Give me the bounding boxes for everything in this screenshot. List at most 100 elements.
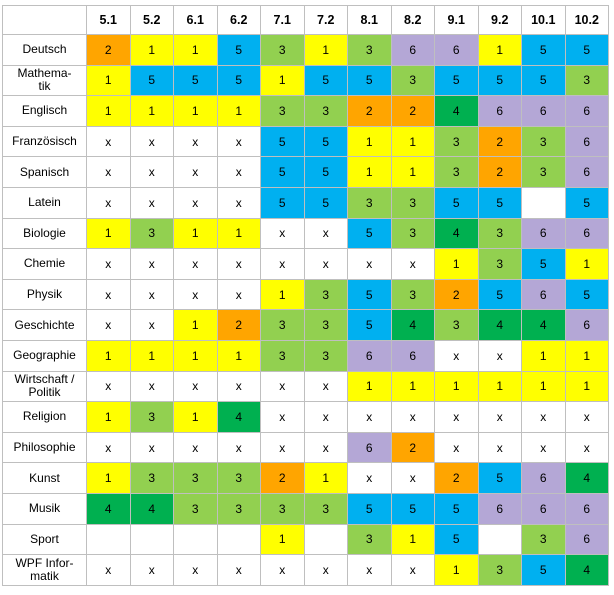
grade-cell: 6	[521, 95, 566, 127]
table-row: Musik 4 4 3 3 3 3 5 5 5 6 6 6	[2, 492, 609, 525]
grade-cell: 1	[86, 95, 131, 127]
grade-cell: x	[564, 401, 609, 433]
grade-cell: 3	[390, 278, 435, 311]
grade-cell: 4	[434, 95, 479, 127]
grade-cell: 1	[434, 370, 479, 403]
grade-cell: 3	[303, 278, 348, 311]
grade-cell: 6	[564, 309, 609, 341]
grade-cell: 1	[390, 156, 435, 188]
grade-cell: 1	[303, 462, 348, 494]
table-row: Philosophie x x x x x x 6 2 x x x x	[2, 431, 609, 464]
grade-cell: 6	[564, 156, 609, 188]
grade-cell: 1	[564, 339, 609, 372]
grade-cell: 1	[129, 34, 174, 66]
grade-cell: 1	[173, 309, 218, 341]
grade-cell: x	[390, 554, 435, 586]
grade-cell: x	[86, 156, 131, 188]
grade-cell: 3	[129, 401, 174, 433]
grade-cell: 3	[129, 462, 174, 494]
grade-cell: 5	[216, 34, 261, 66]
grade-cell	[216, 523, 261, 556]
grade-cell: 1	[477, 370, 522, 403]
grade-cell: 5	[521, 248, 566, 280]
column-header: 9.1	[434, 5, 479, 35]
grade-cell: 5	[564, 34, 609, 66]
grade-cell: 2	[390, 431, 435, 464]
grade-cell: x	[129, 186, 174, 219]
subject-label: Sport	[2, 523, 87, 556]
column-header: 7.2	[303, 5, 348, 35]
grade-cell: x	[129, 309, 174, 341]
grade-cell: 5	[434, 186, 479, 219]
grade-cell: x	[173, 186, 218, 219]
grade-cell: x	[434, 339, 479, 372]
grade-cell: x	[260, 248, 305, 280]
grade-cell: 3	[260, 34, 305, 66]
grade-cell: x	[260, 401, 305, 433]
grade-cell: x	[216, 156, 261, 188]
table-body: Deutsch 2 1 1 5 3 1 3 6 6 1 5 5 Mathema- tik 1 5 5 5 1 5 5 3 5…	[2, 34, 609, 586]
grade-cell: 3	[521, 156, 566, 188]
column-header: 8.1	[347, 5, 392, 35]
grade-cell: 5	[173, 64, 218, 97]
grade-cell: 1	[303, 34, 348, 66]
grade-cell: 2	[477, 156, 522, 188]
grade-cell: 4	[477, 309, 522, 341]
column-header: 10.2	[564, 5, 609, 35]
grade-cell: 5	[521, 34, 566, 66]
column-header: 6.1	[173, 5, 218, 35]
grade-cell: x	[347, 248, 392, 280]
grade-cell: x	[129, 370, 174, 403]
grade-cell: x	[129, 125, 174, 158]
grade-cell: 3	[216, 492, 261, 525]
grade-cell: x	[347, 462, 392, 494]
subject-label: Physik	[2, 278, 87, 311]
grade-cell: x	[86, 431, 131, 464]
grade-cell: x	[129, 248, 174, 280]
grade-cell: 3	[347, 34, 392, 66]
grade-cell: 5	[303, 64, 348, 97]
grade-cell: 1	[477, 34, 522, 66]
grade-cell: 5	[477, 64, 522, 97]
grade-cell: x	[347, 554, 392, 586]
table-row: Englisch 1 1 1 1 3 3 2 2 4 6 6 6	[2, 95, 609, 127]
table-row: Geographie 1 1 1 1 3 3 6 6 x x 1 1	[2, 339, 609, 372]
grade-cell	[173, 523, 218, 556]
grade-cell: 1	[260, 64, 305, 97]
grade-cell: 1	[434, 554, 479, 586]
grade-cell: x	[303, 431, 348, 464]
grade-cell: 5	[303, 156, 348, 188]
table-row: Spanisch x x x x 5 5 1 1 3 2 3 6	[2, 156, 609, 188]
grade-cell: 4	[129, 492, 174, 525]
grade-cell: 3	[347, 186, 392, 219]
grade-cell: 3	[260, 492, 305, 525]
grade-cell: 1	[216, 95, 261, 127]
grade-cell: 6	[564, 492, 609, 525]
grade-cell: 3	[521, 125, 566, 158]
grade-cell: 1	[86, 462, 131, 494]
grade-cell: 1	[521, 370, 566, 403]
grade-cell: 5	[260, 125, 305, 158]
grade-cell: x	[303, 370, 348, 403]
grade-cell	[303, 523, 348, 556]
grade-cell: 6	[521, 217, 566, 250]
grade-cell: x	[347, 401, 392, 433]
grade-cell: 5	[303, 186, 348, 219]
column-header: 10.1	[521, 5, 566, 35]
grade-cell: 5	[347, 217, 392, 250]
grade-cell: x	[477, 401, 522, 433]
grade-cell: 1	[173, 217, 218, 250]
grade-cell: x	[173, 431, 218, 464]
subject-label: WPF Infor- matik	[2, 554, 87, 586]
subject-label: Geschichte	[2, 309, 87, 341]
grade-cell: x	[216, 370, 261, 403]
grade-cell: 6	[521, 462, 566, 494]
grade-cell: 5	[390, 492, 435, 525]
table-row: Kunst 1 3 3 3 2 1 x x 2 5 6 4	[2, 462, 609, 494]
grade-cell: x	[390, 248, 435, 280]
grade-cell: 5	[564, 186, 609, 219]
grade-cell: x	[129, 554, 174, 586]
grade-cell: 4	[390, 309, 435, 341]
corner-cell	[2, 5, 87, 35]
table-row: Chemie x x x x x x x x 1 3 5 1	[2, 248, 609, 280]
